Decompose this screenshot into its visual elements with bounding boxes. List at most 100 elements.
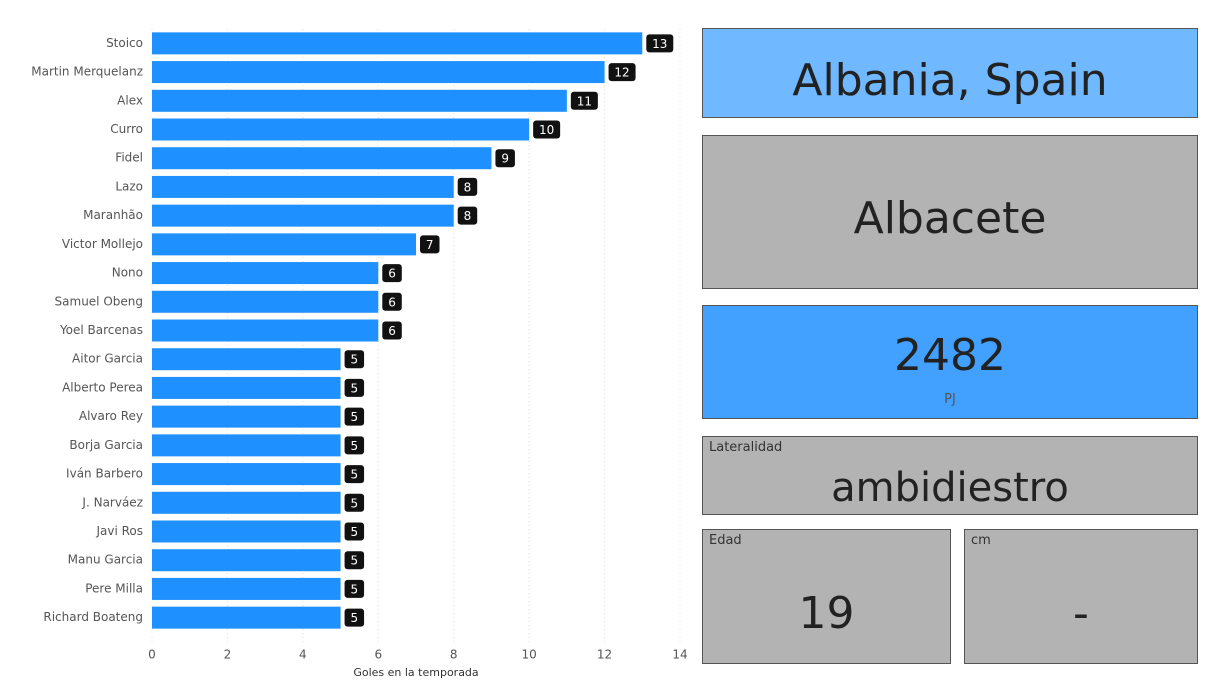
y-tick-label: Martin Merquelanz <box>31 65 143 79</box>
bar <box>152 463 341 486</box>
x-tick-label: 12 <box>597 648 612 662</box>
bar <box>152 491 341 514</box>
y-tick-label: Manu Garcia <box>68 553 143 567</box>
data-label-bg <box>646 34 674 53</box>
y-tick-label: Victor Mollejo <box>62 237 143 251</box>
bar <box>152 606 341 629</box>
card: Albania, Spain <box>702 28 1198 118</box>
y-tick-label: Stoico <box>106 36 143 50</box>
card: cm - <box>964 529 1198 664</box>
data-label-bg <box>457 177 478 196</box>
bar <box>152 262 379 285</box>
y-tick-label: Yoel Barcenas <box>59 323 143 337</box>
bar <box>152 405 341 428</box>
x-tick-label: 2 <box>224 648 232 662</box>
data-label: 8 <box>464 209 472 223</box>
data-label-bg <box>344 378 365 397</box>
y-tick-label: Nono <box>112 266 143 280</box>
data-label: 5 <box>351 611 359 625</box>
data-label: 5 <box>351 525 359 539</box>
data-label: 8 <box>464 180 472 194</box>
x-tick-label: 0 <box>148 648 156 662</box>
card-value: Albania, Spain <box>792 55 1108 106</box>
data-label-bg <box>344 436 365 455</box>
bar <box>152 204 454 227</box>
data-label: 5 <box>351 353 359 367</box>
card: Lateralidad ambidiestro <box>702 436 1198 515</box>
card-value: ambidiestro <box>831 465 1069 511</box>
card-title: Lateralidad <box>709 440 783 455</box>
data-label: 5 <box>351 381 359 395</box>
data-label: 5 <box>351 439 359 453</box>
card-value: 19 <box>798 588 855 639</box>
y-tick-label: Samuel Obeng <box>55 294 143 308</box>
data-label-bg <box>382 264 402 283</box>
card-value: Albacete <box>853 193 1047 244</box>
y-tick-label: Iván Barbero <box>66 467 143 481</box>
data-label-bg <box>344 493 365 512</box>
y-tick-label: Alex <box>117 93 143 107</box>
y-tick-label: Alvaro Rey <box>79 409 143 423</box>
y-tick-label: Borja Garcia <box>69 438 143 452</box>
y-tick-label: Curro <box>110 122 143 136</box>
card-value: - <box>1073 588 1089 639</box>
bar <box>152 520 341 543</box>
data-label: 5 <box>351 582 359 596</box>
bar <box>152 89 567 112</box>
card-subtitle: PJ <box>944 392 956 407</box>
data-label: 5 <box>351 496 359 510</box>
y-tick-label: Fidel <box>115 151 143 165</box>
card: Edad 19 <box>702 529 951 664</box>
bar <box>152 147 492 170</box>
data-label: 6 <box>388 267 396 281</box>
bar <box>152 376 341 399</box>
data-label-bg <box>533 120 561 139</box>
data-label: 12 <box>614 66 629 80</box>
bar <box>152 319 379 342</box>
bar <box>152 32 643 55</box>
data-label-bg <box>344 579 365 598</box>
y-tick-label: J. Narváez <box>81 495 143 509</box>
y-tick-label: Pere Milla <box>85 581 143 595</box>
y-tick-label: Maranhão <box>83 208 143 222</box>
bar <box>152 290 379 313</box>
bar <box>152 118 530 141</box>
x-tick-label: 4 <box>299 648 307 662</box>
y-tick-label: Richard Boateng <box>43 610 143 624</box>
data-label-bg <box>382 292 402 311</box>
data-label-bg <box>570 91 598 110</box>
data-label-bg <box>344 522 365 541</box>
card-value: 2482 <box>894 330 1006 381</box>
data-label: 11 <box>577 94 592 108</box>
bar <box>152 233 416 256</box>
data-label-bg <box>344 350 365 369</box>
x-tick-label: 8 <box>450 648 458 662</box>
x-tick-label: 10 <box>522 648 537 662</box>
bar <box>152 348 341 371</box>
data-label: 9 <box>501 152 509 166</box>
y-tick-label: Lazo <box>115 179 143 193</box>
card-title: Edad <box>709 533 742 548</box>
data-label: 7 <box>426 238 434 252</box>
y-tick-label: Javi Ros <box>95 524 143 538</box>
y-tick-label: Aitor Garcia <box>72 352 143 366</box>
bar <box>152 549 341 572</box>
bar <box>152 577 341 600</box>
card: Albacete <box>702 135 1198 289</box>
data-label: 10 <box>539 123 554 137</box>
data-label: 5 <box>351 468 359 482</box>
data-label-bg <box>344 551 365 570</box>
data-label-bg <box>457 206 478 225</box>
x-tick-label: 6 <box>374 648 382 662</box>
data-label: 13 <box>652 37 667 51</box>
bar <box>152 61 605 84</box>
data-label-bg <box>420 235 440 254</box>
card-title: cm <box>971 533 991 548</box>
data-label: 5 <box>351 554 359 568</box>
data-label-bg <box>382 321 402 340</box>
data-label: 5 <box>351 410 359 424</box>
bar <box>152 175 454 198</box>
x-tick-label: 14 <box>672 648 687 662</box>
data-label-bg <box>608 63 636 82</box>
